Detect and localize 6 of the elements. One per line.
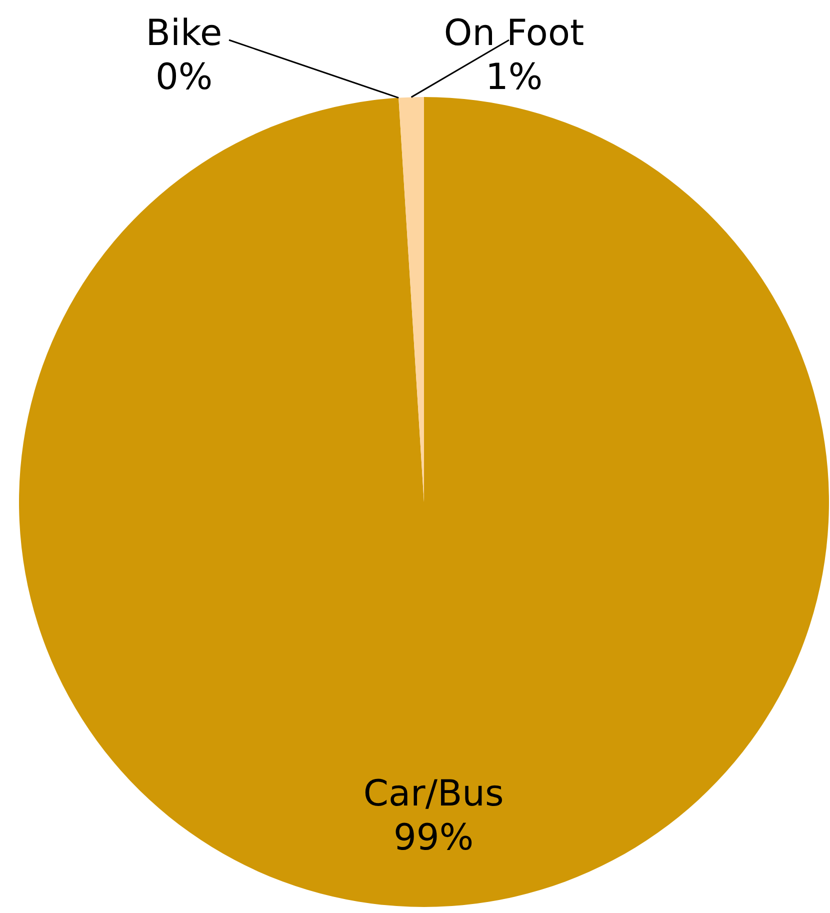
data-label: 99% xyxy=(394,818,474,859)
category-label: Bike xyxy=(146,13,222,54)
data-label: 1% xyxy=(485,57,543,98)
slice-label: Car/Bus xyxy=(363,774,504,815)
slice-label: On Foot xyxy=(444,13,584,54)
text: 0% xyxy=(155,57,213,98)
